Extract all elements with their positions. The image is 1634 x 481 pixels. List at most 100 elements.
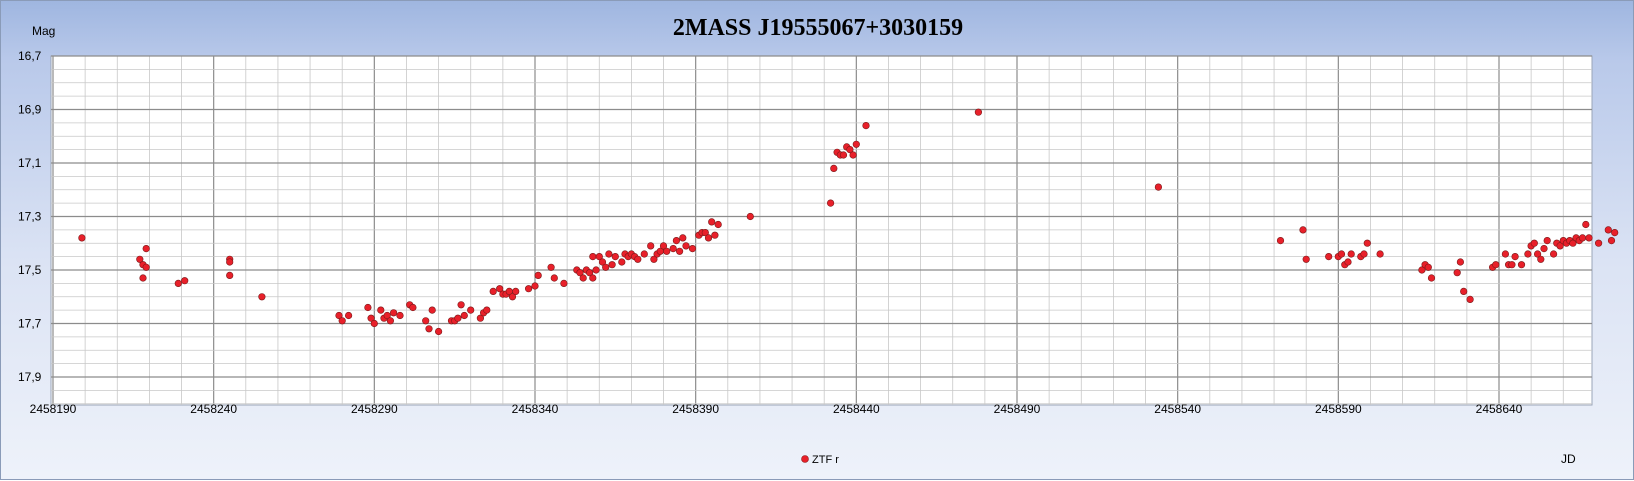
data-point [595, 253, 603, 261]
data-point [1460, 287, 1468, 296]
data-point [1344, 258, 1352, 266]
data-point [1325, 253, 1333, 261]
data-point [650, 255, 658, 263]
data-point [1540, 245, 1548, 253]
data-point [454, 314, 462, 322]
data-point [1360, 250, 1368, 258]
data-point [1363, 239, 1371, 247]
data-point [1569, 239, 1577, 247]
data-point [1594, 239, 1603, 247]
data-point [142, 263, 150, 271]
data-point [846, 146, 854, 154]
data-point [534, 271, 542, 280]
data-point [598, 258, 607, 266]
x-tick-label: 2458640 [1476, 402, 1523, 416]
data-point [1585, 234, 1593, 242]
data-point [483, 306, 491, 314]
data-point [1302, 255, 1310, 263]
data-point [1424, 263, 1432, 271]
data-point [1466, 295, 1474, 304]
data-point [701, 229, 709, 237]
data-point [338, 317, 346, 325]
data-point [849, 151, 857, 159]
data-point [136, 255, 144, 263]
data-point [1530, 239, 1538, 247]
y-axis-label: Mag [32, 24, 55, 38]
data-point [335, 311, 343, 320]
data-point [708, 218, 716, 226]
data-points-layer [78, 108, 1619, 336]
data-point [1418, 266, 1426, 274]
y-tick-label: 17,3 [18, 210, 42, 224]
data-point [714, 220, 722, 229]
data-point [682, 242, 690, 250]
data-point [476, 314, 485, 322]
data-point [589, 253, 597, 261]
chart-title: 2MASS J19555067+3030159 [673, 15, 963, 41]
data-point [1533, 250, 1542, 258]
data-point [1492, 261, 1500, 269]
data-point [531, 282, 539, 290]
data-point [174, 279, 182, 288]
data-point [592, 266, 600, 274]
data-point [560, 279, 568, 288]
data-point [634, 255, 642, 263]
data-point [78, 234, 86, 242]
data-point [550, 274, 558, 282]
data-point [1549, 250, 1558, 258]
x-tick-label: 2458540 [1154, 402, 1201, 416]
data-point [1456, 258, 1464, 266]
data-point [396, 311, 404, 320]
data-point [1347, 250, 1355, 258]
data-point [370, 319, 378, 328]
data-point [1427, 274, 1436, 282]
data-point [1604, 226, 1612, 234]
tick-label-layer: 2458190 2458240 2458290 2458340 2458390 24584… [18, 49, 1523, 416]
x-axis-label: JD [1561, 452, 1576, 466]
data-point [139, 274, 147, 282]
data-point [711, 231, 719, 239]
data-point [640, 250, 648, 258]
data-point [377, 306, 385, 314]
grid-layer [51, 55, 1592, 405]
data-point [672, 237, 681, 245]
legend-marker [801, 455, 809, 463]
data-point [181, 277, 189, 285]
data-point [460, 311, 468, 320]
data-point [258, 293, 266, 301]
y-tick-label: 17,5 [18, 263, 42, 277]
data-point [345, 311, 353, 320]
data-point [669, 245, 677, 253]
y-tick-label: 16,9 [18, 103, 42, 117]
data-point [602, 263, 610, 271]
data-point [1376, 250, 1384, 258]
legend-label: ZTF r [812, 454, 839, 466]
data-point [826, 199, 835, 207]
data-point [428, 306, 436, 314]
data-point [226, 258, 234, 266]
data-point [364, 303, 372, 312]
data-point [611, 253, 619, 261]
data-point [226, 271, 234, 280]
data-point [512, 287, 520, 296]
data-point [467, 306, 475, 314]
data-point [608, 261, 616, 269]
data-point [585, 269, 594, 277]
data-point [409, 303, 417, 312]
data-point [1556, 242, 1564, 250]
data-point [508, 293, 517, 301]
x-tick-label: 2458440 [833, 402, 880, 416]
y-tick-label: 17,1 [18, 156, 42, 170]
data-point [862, 121, 870, 130]
data-point [1537, 255, 1545, 263]
data-point [1611, 229, 1619, 237]
data-point [496, 285, 504, 293]
data-point [839, 151, 848, 159]
data-point [1501, 250, 1509, 258]
x-tick-label: 2458340 [512, 402, 559, 416]
x-tick-label: 2458490 [994, 402, 1041, 416]
data-point [852, 140, 860, 148]
data-point [663, 247, 671, 255]
x-tick-label: 2458190 [30, 402, 77, 416]
